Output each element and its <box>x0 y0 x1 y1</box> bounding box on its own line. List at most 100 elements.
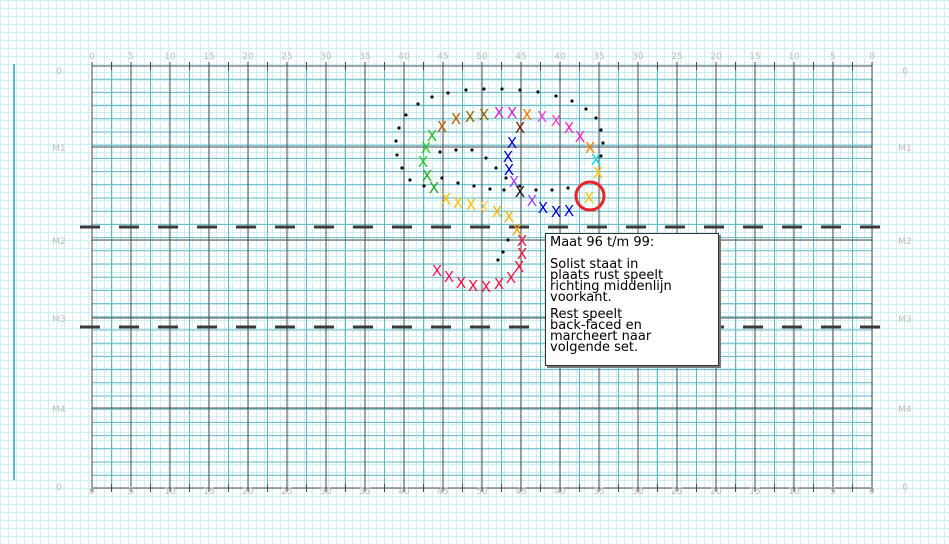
yard-label: 0 <box>869 52 875 62</box>
performer-marker: X <box>512 221 522 239</box>
path-dot <box>566 186 570 190</box>
path-dot <box>456 181 460 185</box>
path-dot <box>470 148 474 152</box>
performer-marker: X <box>481 278 491 296</box>
yard-label: 35 <box>359 487 370 497</box>
row-label: M3 <box>52 315 66 325</box>
path-dot <box>446 91 450 95</box>
path-dot <box>464 88 468 92</box>
row-label: 0 <box>56 67 62 77</box>
yard-label: 30 <box>320 487 332 497</box>
row-label: 0 <box>56 483 62 493</box>
yard-label: 25 <box>281 52 292 62</box>
performer-marker: X <box>591 151 601 169</box>
performer-marker: X <box>537 108 547 126</box>
yard-label: 45 <box>515 487 526 497</box>
performer-marker: X <box>465 108 475 126</box>
path-dot <box>438 150 442 154</box>
path-dot <box>584 107 588 111</box>
yard-label: 20 <box>242 487 254 497</box>
performer-marker: X <box>418 153 428 171</box>
row-label: M1 <box>898 144 912 154</box>
performer-marker: X <box>564 119 574 137</box>
yard-label: 25 <box>671 52 682 62</box>
yard-label: 15 <box>203 487 214 497</box>
performer-marker: X <box>432 262 442 280</box>
yard-label: 35 <box>359 52 370 62</box>
yard-label: 25 <box>281 487 292 497</box>
performer-marker: X <box>515 183 525 201</box>
performer-marker: X <box>551 203 561 221</box>
performer-marker: X <box>421 139 431 157</box>
performer-marker: X <box>492 203 502 221</box>
performer-marker: X <box>517 245 527 263</box>
path-dot <box>440 176 444 180</box>
yard-label: 30 <box>320 52 332 62</box>
path-dot <box>494 166 498 170</box>
yard-label: 25 <box>671 487 682 497</box>
yard-label: 20 <box>242 52 254 62</box>
yard-label: 15 <box>203 52 214 62</box>
yard-label: 50 <box>476 487 488 497</box>
performer-marker: X <box>468 277 478 295</box>
row-label: M4 <box>898 405 912 415</box>
path-dot <box>599 128 603 132</box>
yard-label: 45 <box>437 487 448 497</box>
performer-marker: X <box>527 192 537 210</box>
yard-label: 50 <box>476 52 488 62</box>
row-label: M1 <box>52 144 66 154</box>
path-dot <box>594 116 598 120</box>
yard-label: 5 <box>830 487 836 497</box>
performer-marker: X <box>437 118 447 136</box>
yard-label: 35 <box>593 52 604 62</box>
yard-label: 35 <box>593 487 604 497</box>
path-dot <box>550 188 554 192</box>
performer-marker: X <box>453 194 463 212</box>
yard-label: 5 <box>128 52 134 62</box>
row-label: M2 <box>52 237 66 247</box>
path-dot <box>599 154 603 158</box>
path-dot <box>502 188 506 192</box>
performer-marker: X <box>504 208 514 226</box>
performer-marker: X <box>584 189 594 207</box>
yard-label: 40 <box>554 487 566 497</box>
path-dot <box>601 141 605 145</box>
yard-label: 40 <box>554 52 566 62</box>
yard-label: 10 <box>164 487 176 497</box>
yard-label: 5 <box>128 487 134 497</box>
row-label: M2 <box>898 237 912 247</box>
path-dot <box>422 184 426 188</box>
performer-marker: X <box>522 106 532 124</box>
performer-marker: X <box>479 198 489 216</box>
yard-label: 10 <box>788 52 800 62</box>
performer-marker: X <box>479 106 489 124</box>
yard-label: 15 <box>749 52 760 62</box>
performer-marker: X <box>506 269 516 287</box>
yard-label: 20 <box>710 487 722 497</box>
path-dot <box>488 187 492 191</box>
yard-label: 0 <box>89 487 95 497</box>
path-dot <box>394 139 398 143</box>
yard-label: 0 <box>869 487 875 497</box>
performer-marker: X <box>564 202 574 220</box>
path-dot <box>472 184 476 188</box>
path-dot <box>484 156 488 160</box>
performer-marker: X <box>515 119 525 137</box>
performer-marker: X <box>507 134 517 152</box>
yard-label: 45 <box>515 52 526 62</box>
yard-label: 45 <box>437 52 448 62</box>
path-dot <box>395 153 399 157</box>
performer-marker: X <box>507 104 517 122</box>
performer-marker: X <box>456 274 466 292</box>
performer-marker: X <box>494 104 504 122</box>
path-dot <box>500 87 504 91</box>
path-dot <box>404 113 408 117</box>
note-paragraph-1: Solist staat in plaats rust speelt richt… <box>550 257 672 305</box>
yard-label: 15 <box>749 487 760 497</box>
performer-marker: X <box>466 196 476 214</box>
path-dot <box>416 102 420 106</box>
performer-marker: X <box>538 199 548 217</box>
performer-marker: X <box>441 190 451 208</box>
